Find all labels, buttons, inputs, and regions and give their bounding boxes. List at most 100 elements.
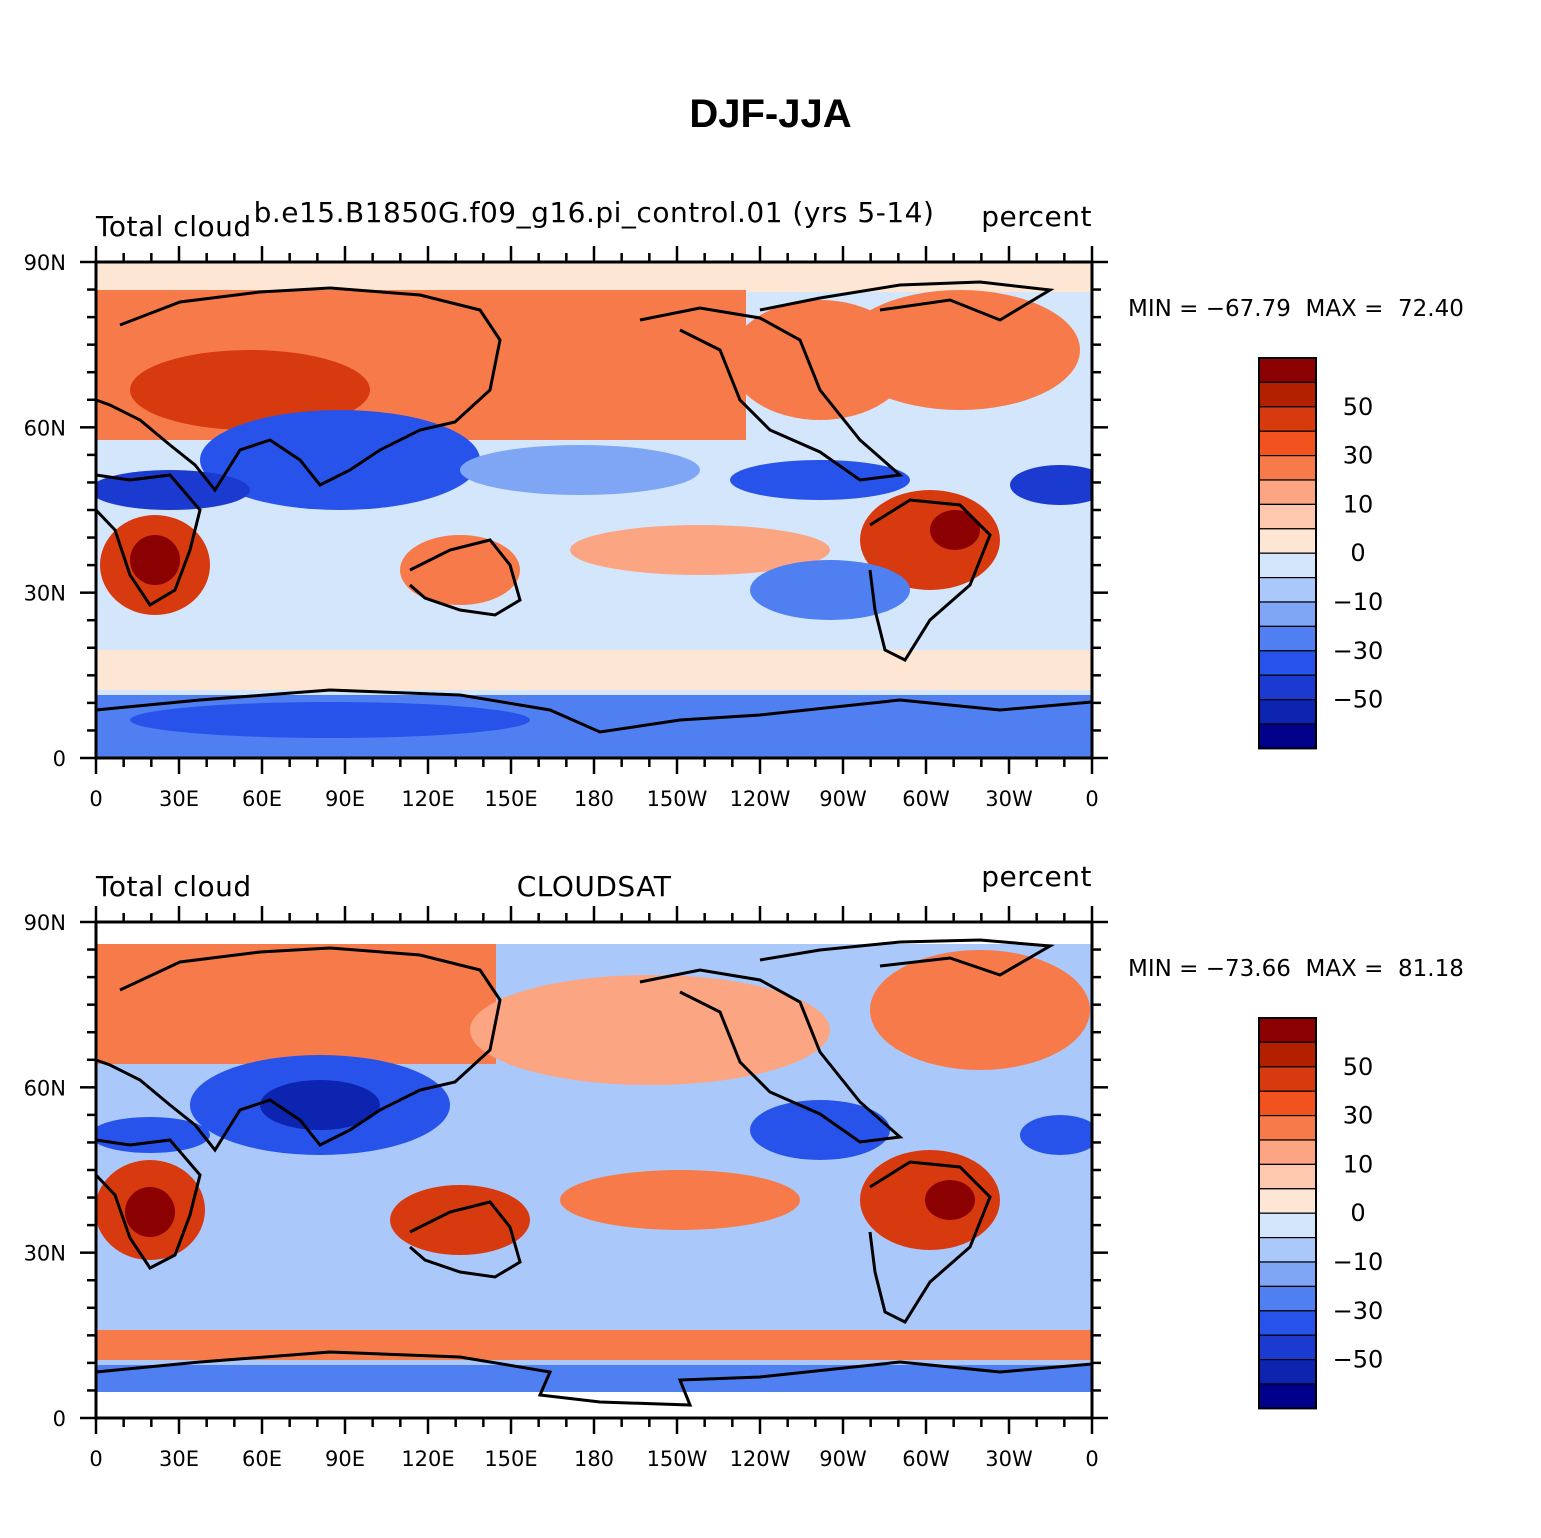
figure-title: DJF-JJA [689, 92, 852, 136]
colorbar-box [1258, 1017, 1317, 1043]
colorbar-box [1258, 1212, 1317, 1239]
colorbar-box [1258, 1188, 1317, 1214]
colorbar-box [1258, 625, 1317, 652]
colorbar-frame [1258, 357, 1317, 750]
lat-tick-label: 60N [24, 416, 66, 440]
colorbar-label: 50 [1343, 393, 1374, 421]
colorbar-box [1258, 650, 1317, 676]
colorbar-box [1258, 674, 1317, 701]
colorbar-box [1258, 1041, 1317, 1068]
colorbar-box [1258, 1261, 1317, 1287]
colorbar-box [1258, 1310, 1317, 1336]
lon-tick-label: 180 [574, 787, 614, 811]
lon-tick-label: 60E [242, 1447, 282, 1471]
lon-tick-label: 90E [325, 1447, 365, 1471]
lon-tick-label: 30E [159, 787, 199, 811]
colorbar-box [1258, 1237, 1317, 1263]
contour-field [96, 944, 1092, 1392]
coastlines [94, 280, 1093, 734]
min-max-readout: MIN = −73.66 MAX = 81.18 [1128, 956, 1464, 982]
lon-tick-label: 0 [1085, 787, 1098, 811]
lat-tick-label: 30N [24, 582, 66, 606]
lon-tick-label: 90E [325, 787, 365, 811]
colorbar-box [1258, 430, 1317, 457]
lon-tick-label: 180 [574, 1447, 614, 1471]
colorbar-box [1258, 406, 1317, 432]
max-value: MAX = 72.40 [1305, 296, 1464, 322]
colorbar-box [1258, 723, 1317, 749]
colorbar-box [1258, 1383, 1317, 1409]
colorbar-label: −10 [1333, 1248, 1384, 1276]
right-label: percent [981, 200, 1092, 233]
colorbar-box [1258, 1285, 1317, 1312]
colorbar-label: −10 [1333, 588, 1384, 616]
colorbar-label: −30 [1333, 1297, 1384, 1325]
colorbar-box [1258, 1090, 1317, 1117]
left-label: Total cloud [96, 210, 252, 243]
colorbar-box [1258, 1163, 1317, 1190]
lon-tick-label: 0 [89, 787, 102, 811]
lat-tick-label: 60N [24, 1076, 66, 1100]
lon-tick-label: 150E [484, 1447, 537, 1471]
colorbar-box [1258, 381, 1317, 408]
colorbar-label: 50 [1343, 1053, 1374, 1081]
min-max-readout: MIN = −67.79 MAX = 72.40 [1128, 296, 1464, 322]
lat-tick-label: 90N [24, 251, 66, 275]
lon-tick-label: 120E [401, 1447, 454, 1471]
max-value: MAX = 81.18 [1305, 956, 1464, 982]
lat-tick-label: 0 [53, 1407, 66, 1431]
lat-tick-label: 0 [53, 747, 66, 771]
lon-tick-label: 120W [730, 1447, 791, 1471]
colorbar-box [1258, 503, 1317, 530]
lon-tick-label: 60W [902, 787, 950, 811]
colorbar-box [1258, 601, 1317, 627]
colorbar-label: 0 [1350, 1199, 1365, 1227]
colorbar: 50 30 10 0 −10 −30 −50 [1258, 357, 1384, 750]
colorbar-label: −50 [1333, 686, 1384, 714]
lon-tick-label: 150W [647, 787, 708, 811]
lon-tick-label: 120W [730, 787, 791, 811]
colorbar-box [1258, 552, 1317, 579]
colorbar-label: 30 [1343, 442, 1374, 470]
lon-tick-label: 0 [89, 1447, 102, 1471]
lon-tick-label: 90W [819, 1447, 867, 1471]
min-value: MIN = −67.79 [1128, 296, 1291, 322]
colorbar-box [1258, 455, 1317, 481]
colorbar-frame [1258, 1017, 1317, 1410]
contour-field [96, 262, 1092, 758]
center-label: CLOUDSAT [516, 870, 672, 903]
center-label: b.e15.B1850G.f09_g16.pi_control.01 (yrs … [253, 196, 935, 229]
map-panel-model: Total cloud b.e15.B1850G.f09_g16.pi_cont… [0, 190, 1541, 830]
map-panel-observation: Total cloud CLOUDSAT percent MIN = −73.6… [0, 850, 1541, 1490]
lon-tick-label: 150E [484, 787, 537, 811]
lon-tick-label: 0 [1085, 1447, 1098, 1471]
colorbar: 50 30 10 0 −10 −30 −50 [1258, 1017, 1384, 1410]
right-label: percent [981, 860, 1092, 893]
colorbar-box [1258, 1139, 1317, 1165]
colorbar-box [1258, 357, 1317, 383]
lon-tick-label: 30E [159, 1447, 199, 1471]
colorbar-box [1258, 577, 1317, 603]
colorbar-box [1258, 528, 1317, 554]
colorbar-label: −30 [1333, 637, 1384, 665]
lat-tick-label: 30N [24, 1242, 66, 1266]
colorbar-box [1258, 1334, 1317, 1361]
colorbar-box [1258, 479, 1317, 505]
colorbar-label: 10 [1343, 1150, 1374, 1178]
colorbar-box [1258, 1359, 1317, 1385]
coastlines [94, 938, 1093, 1407]
lon-tick-label: 90W [819, 787, 867, 811]
colorbar-box [1258, 1115, 1317, 1141]
left-label: Total cloud [96, 870, 252, 903]
colorbar-label: 0 [1350, 539, 1365, 567]
min-value: MIN = −73.66 [1128, 956, 1291, 982]
lon-tick-label: 150W [647, 1447, 708, 1471]
colorbar-label: −50 [1333, 1346, 1384, 1374]
lon-tick-label: 60W [902, 1447, 950, 1471]
lon-tick-label: 30W [985, 787, 1033, 811]
colorbar-label: 30 [1343, 1102, 1374, 1130]
lon-tick-label: 30W [985, 1447, 1033, 1471]
colorbar-box [1258, 699, 1317, 725]
colorbar-label: 10 [1343, 490, 1374, 518]
